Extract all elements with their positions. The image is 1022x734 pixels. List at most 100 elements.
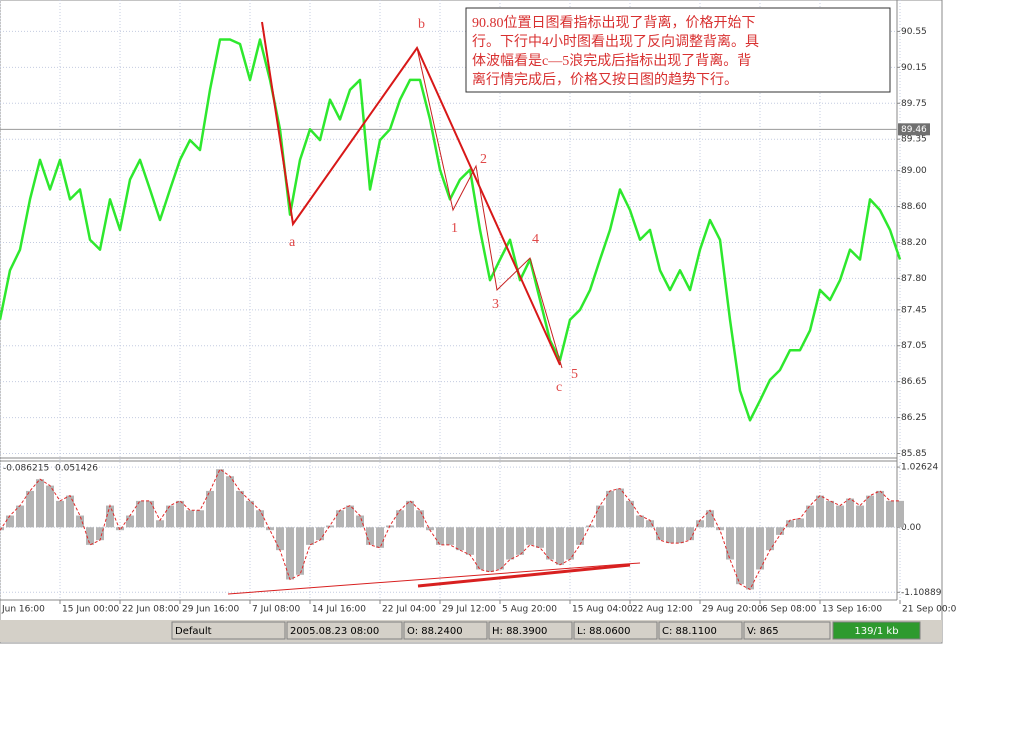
histogram-bar (766, 527, 774, 551)
status-text: C: 88.1100 (662, 626, 717, 637)
price-line (0, 38, 902, 422)
oscillator-value: -0.086215 (3, 464, 49, 474)
status-cell (658, 621, 743, 640)
histogram-bar (146, 500, 154, 528)
histogram-bar (556, 527, 564, 565)
y-tick-label: 1.02624 (901, 463, 938, 473)
histogram-bar (616, 488, 624, 528)
y-tick-label: 89.35 (901, 135, 927, 145)
histogram-bar (186, 510, 194, 528)
price: 90.55 90.15 89.75 89.35 89.00 88.60 88.20 87.80… (0, 27, 930, 459)
x-tick-label: 29 Aug 20:00 (702, 605, 763, 615)
histogram-bar (836, 505, 844, 528)
histogram-bar (176, 500, 184, 528)
histogram-bar (606, 490, 614, 528)
histogram-bar (246, 500, 254, 528)
histogram-bar (666, 527, 674, 544)
x-tick-label: Jun 16:00 (1, 605, 45, 615)
y-tick-label: 87.05 (901, 341, 927, 351)
x-tick-label: 7 Jul 08:00 (252, 605, 301, 615)
status-text: 2005.08.23 08:00 (290, 626, 379, 637)
histogram-bar (796, 518, 804, 528)
histogram-bar (26, 490, 34, 528)
histogram-bar (316, 527, 324, 541)
x-tick-label: 15 Aug 04:00 (572, 605, 633, 615)
histogram-bar (306, 527, 314, 545)
histogram-bar (126, 515, 134, 528)
y-tick-label: 85.85 (901, 449, 927, 459)
histogram-bar (96, 527, 104, 541)
histogram-bar (346, 505, 354, 528)
wave-line (261, 21, 561, 366)
histogram-bar (636, 515, 644, 528)
histogram-bar (356, 515, 364, 528)
histogram-bar (886, 500, 894, 528)
histogram-bar (436, 527, 444, 545)
y-tick-label: -1.10889 (901, 588, 942, 598)
status-cell (171, 621, 286, 640)
wave-label: 4 (532, 232, 539, 247)
histogram-bar (446, 527, 454, 545)
histogram-bar (426, 527, 434, 531)
y-tick-label: 89.00 (901, 166, 927, 176)
histogram-bar (696, 520, 704, 528)
histogram-bar (46, 485, 54, 528)
histogram-bar (686, 527, 694, 541)
status-text: O: 88.2400 (407, 626, 463, 637)
x-tick-label: 13 Sep 16:00 (822, 605, 882, 615)
histogram-bar (526, 527, 534, 545)
y-tick-label: 86.65 (901, 377, 927, 387)
wave-label: 3 (492, 297, 499, 312)
histogram-bar (786, 520, 794, 528)
histogram-bar (6, 515, 14, 528)
note-line: 90.80位置日图看指标出现了背离，价格开始下 (472, 14, 756, 31)
x-tick-label: 22 Jun 08:00 (122, 605, 179, 615)
status-cell (488, 621, 573, 640)
x-tick-label: 22 Jul 04:00 (382, 605, 436, 615)
histogram-bar (456, 527, 464, 551)
signal-line (0, 468, 900, 591)
wave-labels: a b 1 2 3 4 5 c (289, 17, 578, 395)
histogram-bar (756, 527, 764, 570)
y-tick-label: 86.25 (901, 413, 927, 423)
note-line: 体波幅看是c—5浪完成后指标出现了背离。背 (472, 52, 751, 69)
status-text: H: 88.3900 (492, 626, 547, 637)
histogram-bar (626, 500, 634, 528)
subwave-line (416, 47, 563, 369)
histogram-bar (846, 498, 854, 528)
status-cell (403, 621, 488, 640)
histogram-bar (876, 490, 884, 528)
y-tick-label: 87.80 (901, 274, 927, 284)
histogram-bar (716, 527, 724, 531)
histogram-bar (676, 527, 684, 544)
histogram-bar (136, 500, 144, 528)
wave-label: 1 (451, 221, 458, 236)
histogram-bar (856, 505, 864, 528)
histogram-bar (86, 527, 94, 545)
y-tick-label: 90.15 (901, 63, 927, 73)
divergence-line (417, 563, 631, 588)
histogram-bar (536, 527, 544, 548)
histogram-bar (336, 510, 344, 528)
note-line: 离行情完成后，价格又按日图的趋势下行。 (472, 71, 738, 88)
level-label: 89.46 (901, 125, 927, 135)
histogram-bar (746, 527, 754, 590)
histogram-bar (56, 500, 64, 528)
x-tick-label: 22 Aug 12:00 (632, 605, 693, 615)
histogram-bar (656, 527, 664, 541)
x-tick-label: 21 Sep 00:0 (902, 605, 957, 615)
oscillator-value: 0.051426 (55, 464, 98, 474)
y-tick-label: 0.00 (901, 523, 921, 533)
status-text: V: 865 (747, 626, 779, 637)
histogram-bar (16, 505, 24, 528)
level-marker (898, 123, 930, 136)
note-box (465, 7, 891, 93)
status-cell (286, 621, 403, 640)
histogram-bar (466, 527, 474, 555)
x-tick-label: 5 Aug 20:00 (502, 605, 557, 615)
histogram-bar (816, 495, 824, 528)
histogram-bar (236, 490, 244, 528)
wave-label: b (418, 17, 425, 32)
histogram-bar (296, 527, 304, 575)
